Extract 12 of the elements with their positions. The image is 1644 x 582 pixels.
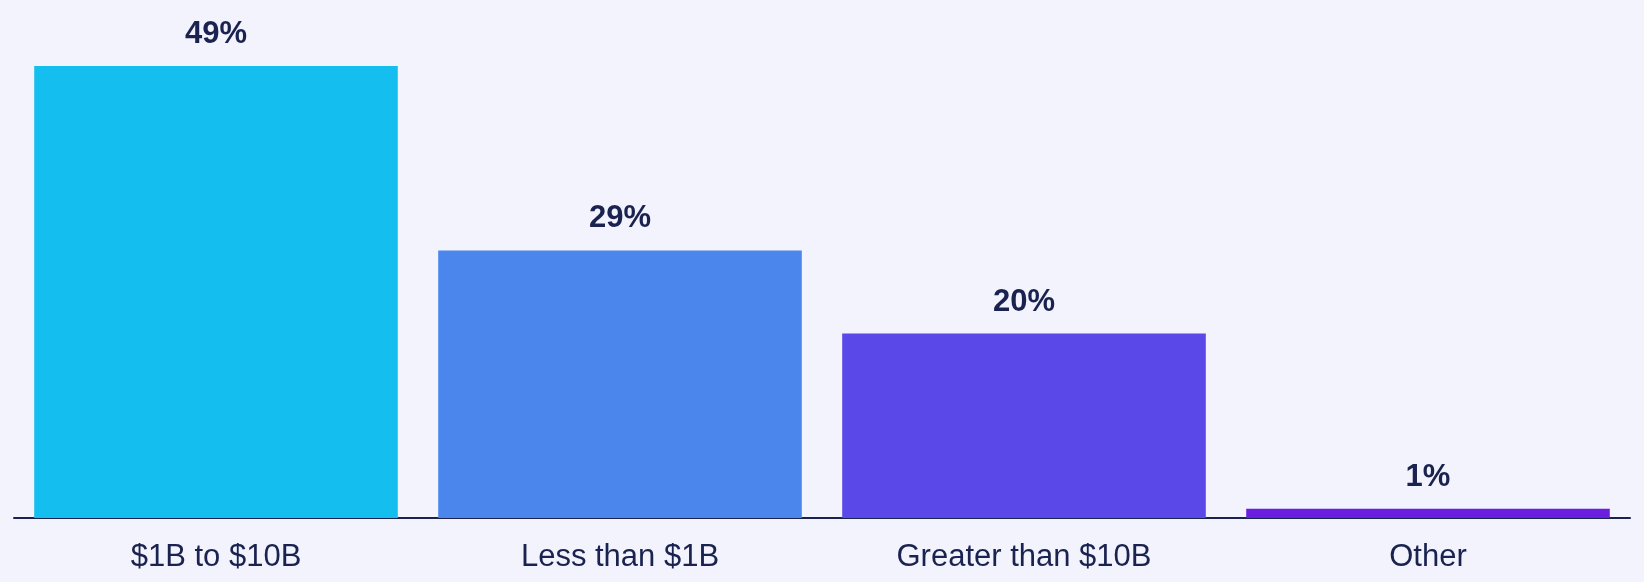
data-label: 20% — [992, 282, 1056, 318]
x-tick-label: Less than $1B — [520, 538, 720, 573]
x-tick-label: Other — [1389, 538, 1467, 573]
bar — [438, 250, 802, 518]
x-tick-label: Greater than $10B — [896, 538, 1152, 573]
data-label: 29% — [588, 199, 652, 235]
bar — [34, 66, 398, 518]
data-label: 49% — [184, 15, 248, 50]
bar — [1246, 508, 1610, 518]
data-label: 1% — [1405, 457, 1451, 493]
x-tick-label: $1B to $10B — [130, 538, 302, 573]
bar — [842, 333, 1206, 518]
